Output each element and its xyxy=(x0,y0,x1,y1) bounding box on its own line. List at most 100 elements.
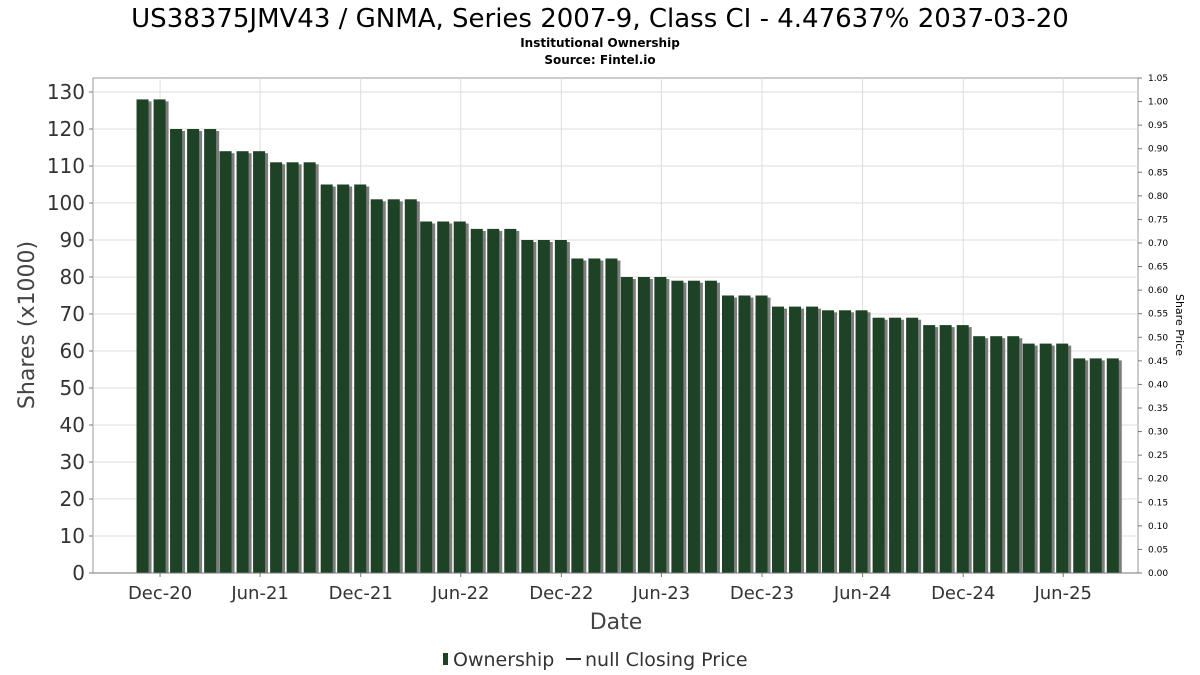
ownership-bar xyxy=(1056,343,1069,573)
x-tick-label: Jun-23 xyxy=(632,583,691,604)
ownership-bar xyxy=(789,306,802,573)
y2-tick-label: 0.95 xyxy=(1148,121,1168,131)
ownership-bar xyxy=(404,199,417,574)
y-axis-ticks: 0 10 20 30 40 50 60 70 80 90 100 110 120 130 xyxy=(47,80,93,585)
y2-tick-label: 0.30 xyxy=(1148,428,1168,438)
ownership-bar xyxy=(588,258,601,573)
ownership-bar xyxy=(755,295,768,573)
y-tick-label: 100 xyxy=(47,191,85,215)
ownership-bar xyxy=(354,184,367,573)
ownership-bar xyxy=(771,306,784,573)
ownership-bar xyxy=(387,199,400,574)
ownership-bar xyxy=(554,240,567,573)
ownership-bar xyxy=(320,184,333,573)
y2-tick-label: 1.05 xyxy=(1148,74,1168,84)
ownership-bar xyxy=(437,221,450,573)
chart-title: US38375JMV43 / GNMA, Series 2007-9, Clas… xyxy=(131,4,1069,34)
y-tick-label: 30 xyxy=(60,450,85,474)
ownership-bar xyxy=(738,295,751,573)
ownership-bar xyxy=(470,228,483,573)
ownership-bar xyxy=(855,310,868,573)
ownership-bar xyxy=(605,258,618,573)
y2-tick-label: 0.45 xyxy=(1148,357,1168,367)
ownership-bar xyxy=(504,228,517,573)
ownership-bar xyxy=(973,336,986,573)
ownership-bar xyxy=(219,151,232,573)
ownership-bar xyxy=(620,277,633,573)
ownership-bar xyxy=(822,310,835,573)
y2-tick-label: 0.40 xyxy=(1148,380,1168,390)
y2-tick-label: 0.75 xyxy=(1148,215,1168,225)
ownership-bar xyxy=(637,277,650,573)
ownership-bar xyxy=(537,240,550,573)
ownership-bar xyxy=(136,99,149,574)
ownership-bar xyxy=(923,325,936,573)
x-tick-label: Jun-25 xyxy=(1033,583,1092,604)
ownership-bar xyxy=(253,151,266,573)
y-tick-label: 120 xyxy=(47,117,85,141)
ownership-bar xyxy=(153,99,166,574)
ownership-bar xyxy=(671,280,684,573)
y-tick-label: 90 xyxy=(60,228,85,252)
y2-axis-ticks: 0.00 0.05 0.10 0.15 0.20 0.25 0.30 0.35 0.40 0.45… xyxy=(1138,74,1168,579)
ownership-bar xyxy=(1106,358,1119,573)
y2-tick-label: 0.80 xyxy=(1148,192,1168,202)
ownership-bar xyxy=(1022,343,1035,573)
ownership-bar xyxy=(939,325,952,573)
y-tick-label: 0 xyxy=(72,561,85,585)
ownership-bar xyxy=(704,280,717,573)
y2-axis-label: Share Price xyxy=(1173,294,1186,356)
ownership-bar xyxy=(270,162,283,574)
x-tick-label: Jun-24 xyxy=(833,583,892,604)
y2-tick-label: 0.70 xyxy=(1148,239,1168,249)
y2-tick-label: 0.15 xyxy=(1148,498,1168,508)
legend: Ownership null Closing Price xyxy=(443,649,748,671)
y2-tick-label: 0.25 xyxy=(1148,451,1168,461)
y2-tick-label: 0.35 xyxy=(1148,404,1168,414)
y2-tick-label: 0.55 xyxy=(1148,310,1168,320)
x-tick-label: Dec-20 xyxy=(128,583,192,604)
bar-series xyxy=(136,99,1122,574)
chart-subtitle-line-2: Source: Fintel.io xyxy=(544,53,655,67)
y2-tick-label: 0.90 xyxy=(1148,145,1168,155)
ownership-bar xyxy=(286,162,299,574)
x-tick-label: Jun-21 xyxy=(230,583,289,604)
ownership-bar xyxy=(187,129,200,573)
ownership-bar xyxy=(487,228,500,573)
y-tick-label: 130 xyxy=(47,80,85,104)
ownership-bar xyxy=(1007,336,1020,573)
y2-tick-label: 0.05 xyxy=(1148,545,1168,555)
ownership-bar xyxy=(1073,358,1086,573)
y2-tick-label: 0.60 xyxy=(1148,286,1168,296)
x-tick-label: Dec-24 xyxy=(931,583,995,604)
ownership-bar xyxy=(872,317,885,573)
ownership-bar xyxy=(1089,358,1102,573)
ownership-bar xyxy=(236,151,249,573)
ownership-bar xyxy=(170,129,183,573)
ownership-bar xyxy=(420,221,433,573)
ownership-bar xyxy=(337,184,350,573)
ownership-bar xyxy=(1039,343,1052,573)
ownership-bar xyxy=(806,306,819,573)
y-tick-label: 10 xyxy=(60,524,85,548)
x-tick-label: Dec-23 xyxy=(730,583,794,604)
y-tick-label: 110 xyxy=(47,154,85,178)
ownership-bar xyxy=(370,199,383,574)
ownership-bar xyxy=(204,129,217,573)
y-tick-label: 60 xyxy=(60,339,85,363)
ownership-bar xyxy=(687,280,700,573)
y-tick-label: 50 xyxy=(60,376,85,400)
y-tick-label: 70 xyxy=(60,302,85,326)
y2-tick-label: 0.85 xyxy=(1148,168,1168,178)
legend-price-label: null Closing Price xyxy=(585,649,748,671)
ownership-bar xyxy=(453,221,466,573)
y-tick-label: 80 xyxy=(60,265,85,289)
chart-subtitle-line-1: Institutional Ownership xyxy=(520,36,680,50)
ownership-bar xyxy=(990,336,1003,573)
ownership-bar xyxy=(303,162,316,574)
ownership-bar xyxy=(906,317,919,573)
x-axis-ticks: Dec-20 Jun-21 Dec-21 Jun-22 Dec-22 Jun-23 Dec-… xyxy=(128,573,1092,604)
y2-tick-label: 1.00 xyxy=(1148,98,1168,108)
y2-tick-label: 0.65 xyxy=(1148,263,1168,273)
